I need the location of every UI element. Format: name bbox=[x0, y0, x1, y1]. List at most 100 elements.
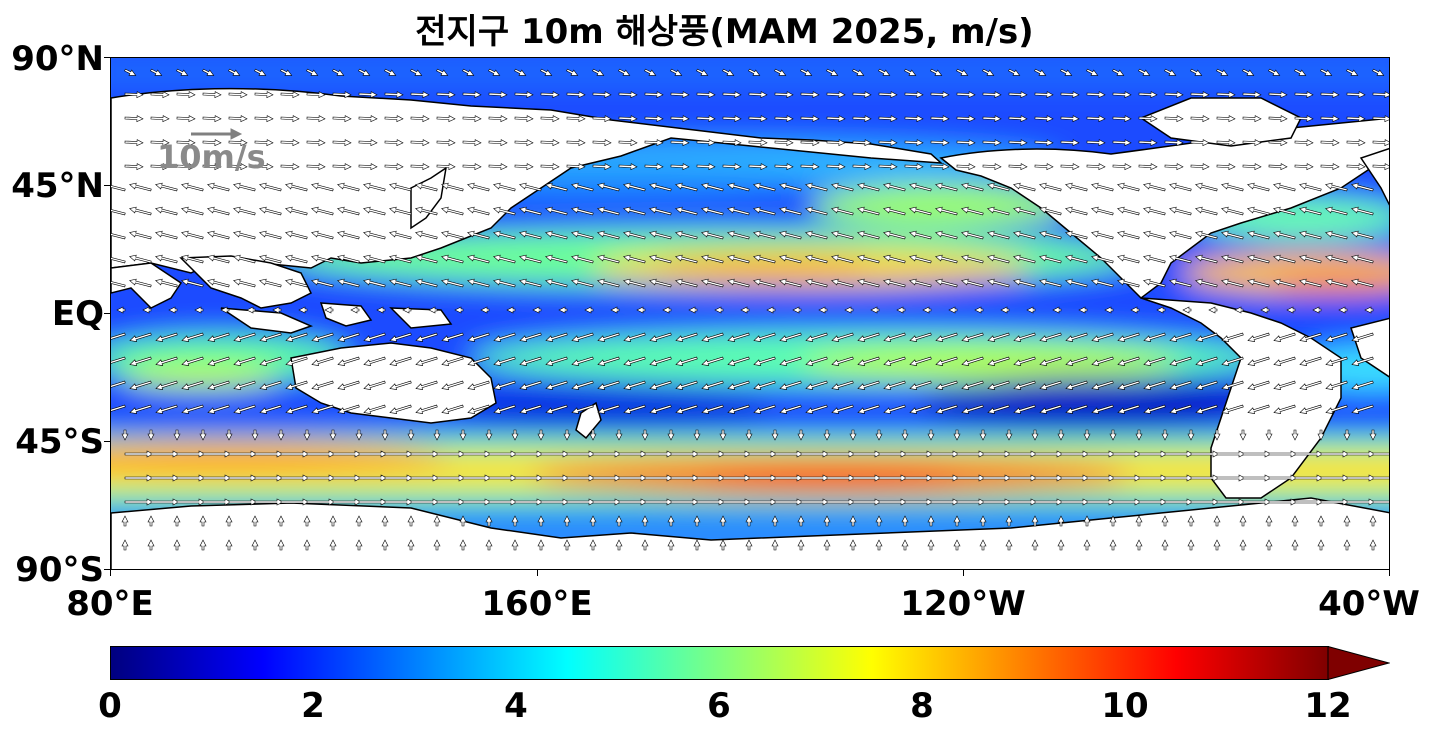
wind-vector bbox=[566, 450, 596, 458]
wind-vector bbox=[670, 68, 683, 76]
wind-vector bbox=[826, 115, 846, 123]
wind-vector bbox=[748, 474, 778, 482]
wind-vector bbox=[150, 115, 170, 123]
wind-vector bbox=[389, 182, 412, 192]
wind-vector bbox=[1247, 254, 1270, 264]
wind-vector bbox=[462, 68, 475, 76]
wind-vector bbox=[1156, 306, 1166, 314]
wind-vector bbox=[1065, 182, 1088, 192]
wind-vector bbox=[1351, 380, 1374, 390]
wind-vector bbox=[1161, 539, 1169, 551]
wind-vector bbox=[1294, 450, 1324, 458]
wind-vector bbox=[384, 474, 414, 482]
wind-vector bbox=[407, 539, 415, 551]
wind-vector bbox=[1143, 206, 1166, 216]
wind-vector bbox=[670, 498, 700, 506]
wind-vector bbox=[857, 206, 880, 216]
wind-vector bbox=[311, 356, 334, 366]
wind-vector bbox=[459, 429, 467, 441]
wind-vector bbox=[155, 404, 178, 414]
wind-vector bbox=[753, 206, 776, 216]
wind-vector bbox=[930, 91, 950, 99]
wind-vector bbox=[514, 163, 534, 171]
wind-vector bbox=[935, 332, 958, 342]
wind-vector bbox=[259, 356, 282, 366]
wind-vector bbox=[1190, 91, 1210, 99]
wind-vector bbox=[696, 163, 716, 171]
wind-vector bbox=[381, 429, 389, 441]
wind-vector bbox=[436, 115, 456, 123]
wind-vector bbox=[1135, 515, 1143, 527]
wind-vector bbox=[696, 498, 726, 506]
wind-vector bbox=[982, 163, 1002, 171]
wind-vector bbox=[1169, 254, 1192, 264]
wind-vector bbox=[488, 498, 518, 506]
wind-vector bbox=[1273, 356, 1296, 366]
wind-vector bbox=[176, 163, 196, 171]
wind-vector bbox=[337, 332, 360, 342]
wind-vector bbox=[332, 498, 362, 506]
wind-vector bbox=[571, 182, 594, 192]
wind-vector bbox=[199, 515, 207, 527]
wind-vector bbox=[956, 139, 976, 147]
wind-vector bbox=[1005, 515, 1013, 527]
wind-vector bbox=[459, 515, 467, 527]
wind-vector bbox=[1169, 356, 1192, 366]
wind-vector bbox=[1091, 332, 1114, 342]
wind-vector bbox=[514, 474, 544, 482]
wind-vector bbox=[488, 91, 508, 99]
wind-vector bbox=[935, 206, 958, 216]
wind-vector bbox=[982, 474, 1012, 482]
wind-vector bbox=[441, 380, 464, 390]
wind-vector bbox=[1117, 380, 1140, 390]
wind-vector bbox=[384, 450, 414, 458]
wind-vector bbox=[233, 278, 256, 288]
wind-vector bbox=[956, 163, 976, 171]
wind-vector bbox=[1060, 68, 1073, 76]
wind-vector bbox=[181, 230, 204, 240]
wind-vector bbox=[1138, 115, 1158, 123]
wind-vector bbox=[1268, 139, 1288, 147]
colorbar-tick: 2 bbox=[301, 686, 325, 726]
wind-vector bbox=[1273, 332, 1296, 342]
wind-vector bbox=[433, 539, 441, 551]
wind-vector bbox=[410, 139, 430, 147]
wind-vector bbox=[389, 206, 412, 216]
wind-vector bbox=[129, 404, 152, 414]
wind-vector bbox=[150, 163, 170, 171]
wind-vector bbox=[1164, 139, 1184, 147]
wind-vector bbox=[930, 115, 950, 123]
wind-vector bbox=[727, 404, 750, 414]
wind-vector bbox=[883, 230, 906, 240]
wind-vector bbox=[1039, 182, 1062, 192]
wind-vector bbox=[805, 254, 828, 264]
wind-vector bbox=[147, 515, 155, 527]
wind-vector bbox=[246, 306, 256, 314]
wind-vector bbox=[511, 429, 519, 441]
wind-vector bbox=[719, 429, 727, 441]
colorbar-gradient bbox=[110, 646, 1329, 680]
wind-vector bbox=[306, 115, 326, 123]
wind-vector bbox=[462, 91, 482, 99]
wind-vector bbox=[1109, 539, 1117, 551]
wind-vector bbox=[852, 139, 872, 147]
wind-vector bbox=[1143, 254, 1166, 264]
wind-vector bbox=[329, 515, 337, 527]
wind-vector bbox=[410, 450, 440, 458]
wind-vector bbox=[1299, 206, 1322, 216]
wind-vector bbox=[1187, 515, 1195, 527]
wind-vector bbox=[592, 139, 612, 147]
wind-vector bbox=[935, 404, 958, 414]
wind-vector bbox=[961, 380, 984, 390]
wind-vector bbox=[259, 332, 282, 342]
wind-vector bbox=[1265, 515, 1273, 527]
wind-vector bbox=[766, 306, 776, 314]
wind-vector bbox=[332, 91, 352, 99]
wind-vector bbox=[415, 230, 438, 240]
wind-vector bbox=[545, 380, 568, 390]
wind-vector bbox=[280, 163, 300, 171]
colorbar-tick: 10 bbox=[1101, 686, 1149, 726]
wind-vector bbox=[748, 115, 768, 123]
wind-vector bbox=[1117, 404, 1140, 414]
wind-vector bbox=[597, 230, 620, 240]
